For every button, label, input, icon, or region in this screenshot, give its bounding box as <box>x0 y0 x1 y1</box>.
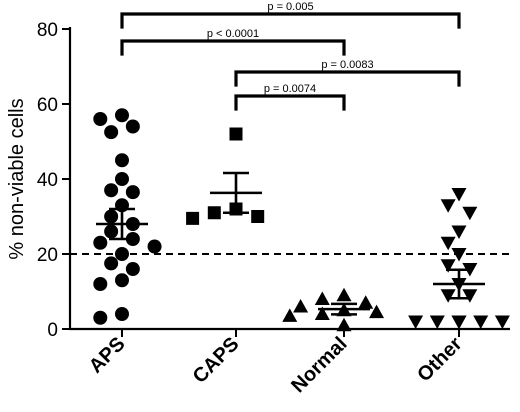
aps-point <box>125 262 140 276</box>
significance-bracket <box>234 70 461 87</box>
p-value-label: p = 0.0074 <box>264 83 316 95</box>
other-point <box>451 225 467 239</box>
significance-bracket <box>120 39 346 56</box>
other-point <box>440 236 456 251</box>
aps-point <box>104 209 119 224</box>
normal-point <box>358 295 374 309</box>
p-value-label: p = 0.0083 <box>321 59 373 71</box>
x-tick-label-aps: APS <box>85 333 130 378</box>
other-point <box>440 199 456 213</box>
aps-point <box>147 239 162 254</box>
other-point <box>473 315 489 329</box>
normal-point <box>314 291 330 305</box>
other-point <box>408 315 424 329</box>
other-point <box>462 289 478 303</box>
other-point <box>462 206 478 221</box>
caps-point <box>251 210 265 223</box>
aps-point <box>125 119 140 134</box>
significance-bracket <box>120 12 461 29</box>
normal-point <box>282 308 298 322</box>
x-tick-label-caps: CAPS <box>189 333 244 388</box>
y-axis: 0 20 40 60 80 <box>37 20 72 341</box>
caps-point <box>207 206 221 220</box>
mean-sem-bars <box>96 171 485 316</box>
x-axis: APS CAPS Normal Other <box>69 327 510 397</box>
y-axis-label: % non-viable cells <box>6 98 28 259</box>
aps-point <box>104 224 119 239</box>
x-tick-label-normal: Normal <box>287 333 351 397</box>
normal-point <box>314 306 330 320</box>
other-point <box>440 289 456 303</box>
aps-point <box>125 185 140 200</box>
normal-point <box>336 287 352 302</box>
significance-brackets: p = 0.005 p < 0.0001 p = 0.0083 p = 0.0074 <box>120 1 461 111</box>
aps-point <box>93 277 108 291</box>
caps-point <box>229 127 243 141</box>
aps-point <box>115 247 129 261</box>
y-tick-label: 20 <box>37 245 58 266</box>
significance-bracket <box>234 94 346 111</box>
aps-point <box>115 307 129 321</box>
other-point <box>429 315 445 329</box>
y-tick-label: 60 <box>37 95 58 116</box>
normal-point <box>336 317 352 332</box>
aps-point <box>104 125 119 140</box>
aps-point <box>93 235 108 250</box>
aps-point <box>115 172 129 186</box>
other-point <box>451 248 467 262</box>
p-value-label: p = 0.005 <box>267 1 313 13</box>
y-tick-label: 0 <box>47 320 58 341</box>
normal-point <box>369 304 385 319</box>
y-tick-label: 40 <box>37 170 58 191</box>
aps-point <box>93 310 108 325</box>
aps-point <box>93 112 108 126</box>
aps-point <box>104 256 119 271</box>
aps-point <box>104 183 119 198</box>
other-point <box>451 315 467 329</box>
aps-point <box>115 153 129 168</box>
normal-point <box>293 299 309 313</box>
x-tick-label-other: Other <box>413 333 466 386</box>
other-point <box>494 315 510 329</box>
aps-point <box>115 273 129 288</box>
y-tick-label: 80 <box>37 20 58 41</box>
other-point <box>440 259 456 273</box>
p-value-label: p < 0.0001 <box>207 28 259 40</box>
caps-point <box>186 211 200 225</box>
other-point <box>451 188 467 202</box>
aps-point <box>115 108 129 123</box>
